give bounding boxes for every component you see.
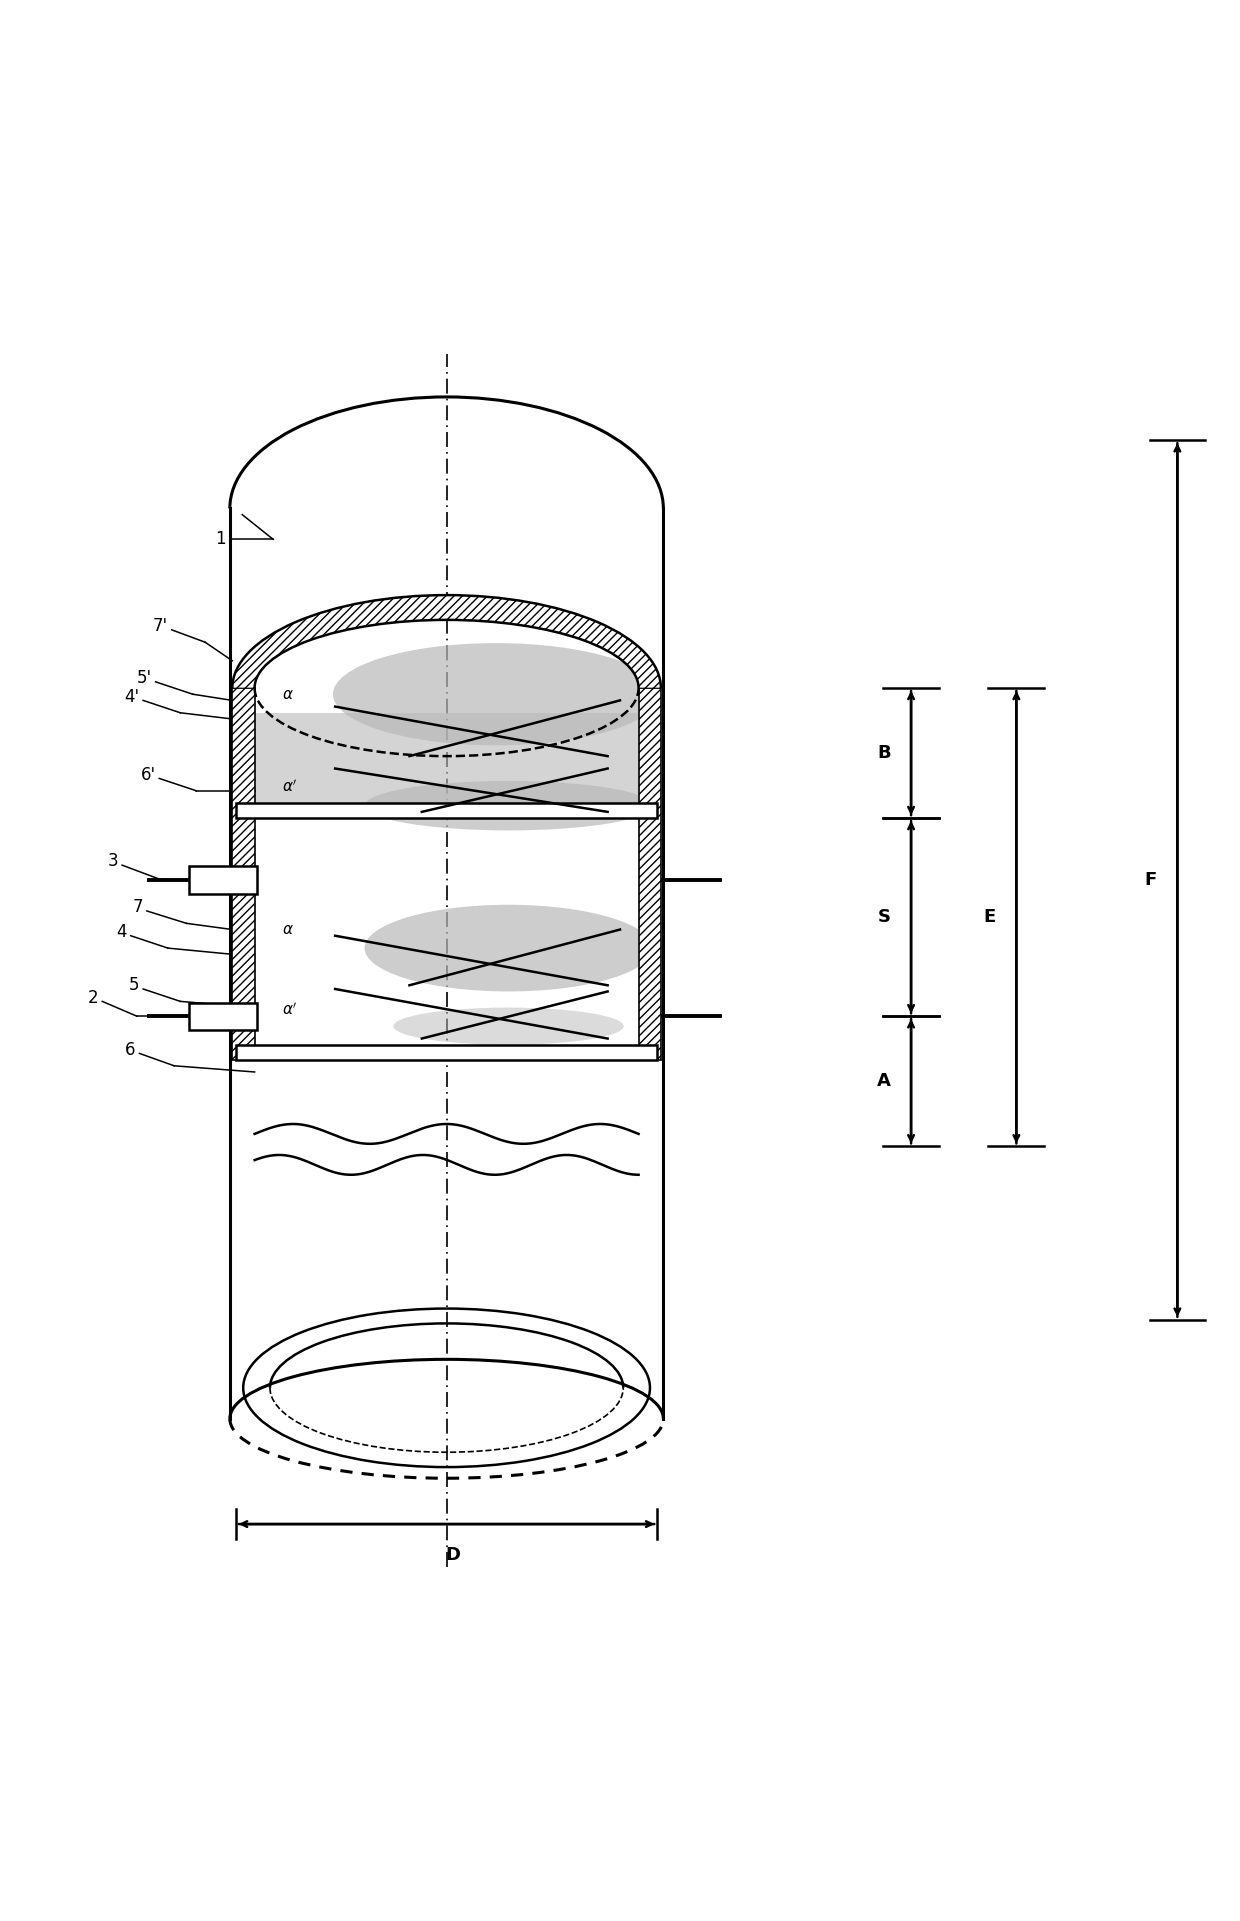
Bar xyxy=(188,1003,257,1030)
Bar xyxy=(188,866,257,893)
Bar xyxy=(232,688,254,1060)
Text: 6: 6 xyxy=(125,1041,135,1058)
Text: 7': 7' xyxy=(153,617,167,636)
Text: 4: 4 xyxy=(117,922,126,941)
Ellipse shape xyxy=(365,782,652,830)
Text: $\alpha'$: $\alpha'$ xyxy=(281,778,298,795)
Ellipse shape xyxy=(365,905,652,991)
Text: 3: 3 xyxy=(108,853,118,870)
Text: 5: 5 xyxy=(129,976,139,995)
Text: 6': 6' xyxy=(140,766,155,784)
Bar xyxy=(254,713,639,818)
Ellipse shape xyxy=(393,1009,624,1045)
Text: 7: 7 xyxy=(133,899,143,916)
Text: 1: 1 xyxy=(216,530,226,547)
Text: $\alpha$: $\alpha$ xyxy=(281,922,294,937)
Text: S: S xyxy=(878,909,890,926)
Text: E: E xyxy=(983,909,996,926)
Text: 4': 4' xyxy=(124,688,139,705)
Text: F: F xyxy=(1145,870,1156,889)
Text: A: A xyxy=(877,1072,890,1091)
Ellipse shape xyxy=(334,644,660,745)
Text: B: B xyxy=(877,743,890,763)
Text: 2: 2 xyxy=(88,989,98,1007)
Text: 5': 5' xyxy=(136,669,151,688)
Bar xyxy=(236,803,657,818)
Bar xyxy=(236,1045,657,1060)
Polygon shape xyxy=(232,596,661,688)
Text: $\alpha'$: $\alpha'$ xyxy=(281,1001,298,1018)
Text: $\alpha$: $\alpha$ xyxy=(281,686,294,701)
Bar xyxy=(639,688,661,1060)
Text: D: D xyxy=(445,1546,460,1564)
